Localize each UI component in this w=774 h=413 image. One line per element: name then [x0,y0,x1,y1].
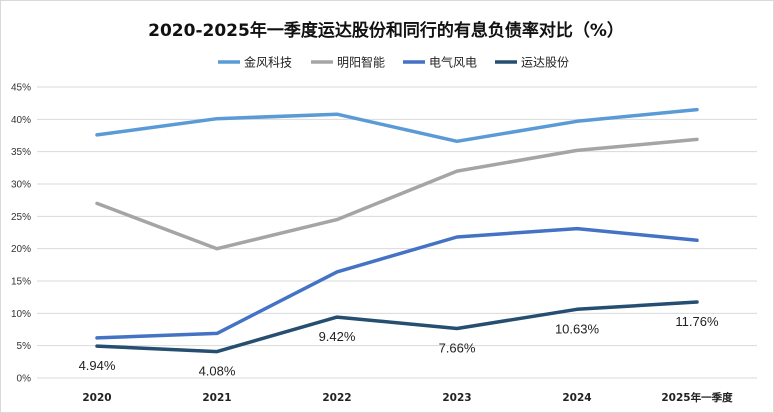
y-tick-label: 20% [11,244,31,255]
y-tick-label: 15% [11,277,31,288]
series-line [95,300,699,354]
data-label: 11.76% [675,314,719,329]
series-line [95,137,699,251]
data-label: 10.63% [555,321,600,336]
legend-label: 明阳智能 [337,55,385,70]
data-label: 7.66% [439,340,476,355]
x-tick-label: 2020 [82,392,111,404]
x-tick-label: 2021 [202,392,231,404]
y-tick-label: 25% [11,212,31,223]
series-line [95,107,699,144]
data-label: 9.42% [319,329,356,344]
legend-label: 电气风电 [429,55,477,70]
y-tick-label: 35% [11,147,31,158]
legend: 金风科技 明阳智能 电气风电 运达股份 [218,55,569,70]
y-tick-label: 5% [17,341,32,352]
legend-label: 运达股份 [521,56,569,70]
x-tick-label: 2022 [322,392,351,404]
legend-label: 金风科技 [244,55,292,70]
data-labels: 4.94% 4.08% 9.42% 7.66% 10.63% 11.76% [79,314,719,379]
gridlines [37,86,757,379]
y-tick-label: 40% [11,115,31,126]
x-tick-label: 2024 [562,392,591,404]
y-tick-label: 45% [11,83,31,94]
series-line [95,226,699,340]
chart-title: 2020-2025年一季度运达股份和同行的有息负债率对比（%） [148,20,624,41]
data-label: 4.94% [79,358,116,373]
y-tick-label: 10% [11,309,31,320]
y-tick-label: 30% [11,180,31,191]
series-lines [95,107,699,354]
x-tick-label: 2025年一季度 [661,391,733,404]
x-tick-label: 2023 [442,392,471,404]
x-axis: 2020 2021 2022 2023 2024 2025年一季度 [82,391,733,404]
y-tick-label: 0% [17,374,32,385]
y-axis: 0% 5% 10% 15% 20% 25% 30% 35% 40% 45% [11,83,31,385]
data-label: 4.08% [199,364,236,379]
